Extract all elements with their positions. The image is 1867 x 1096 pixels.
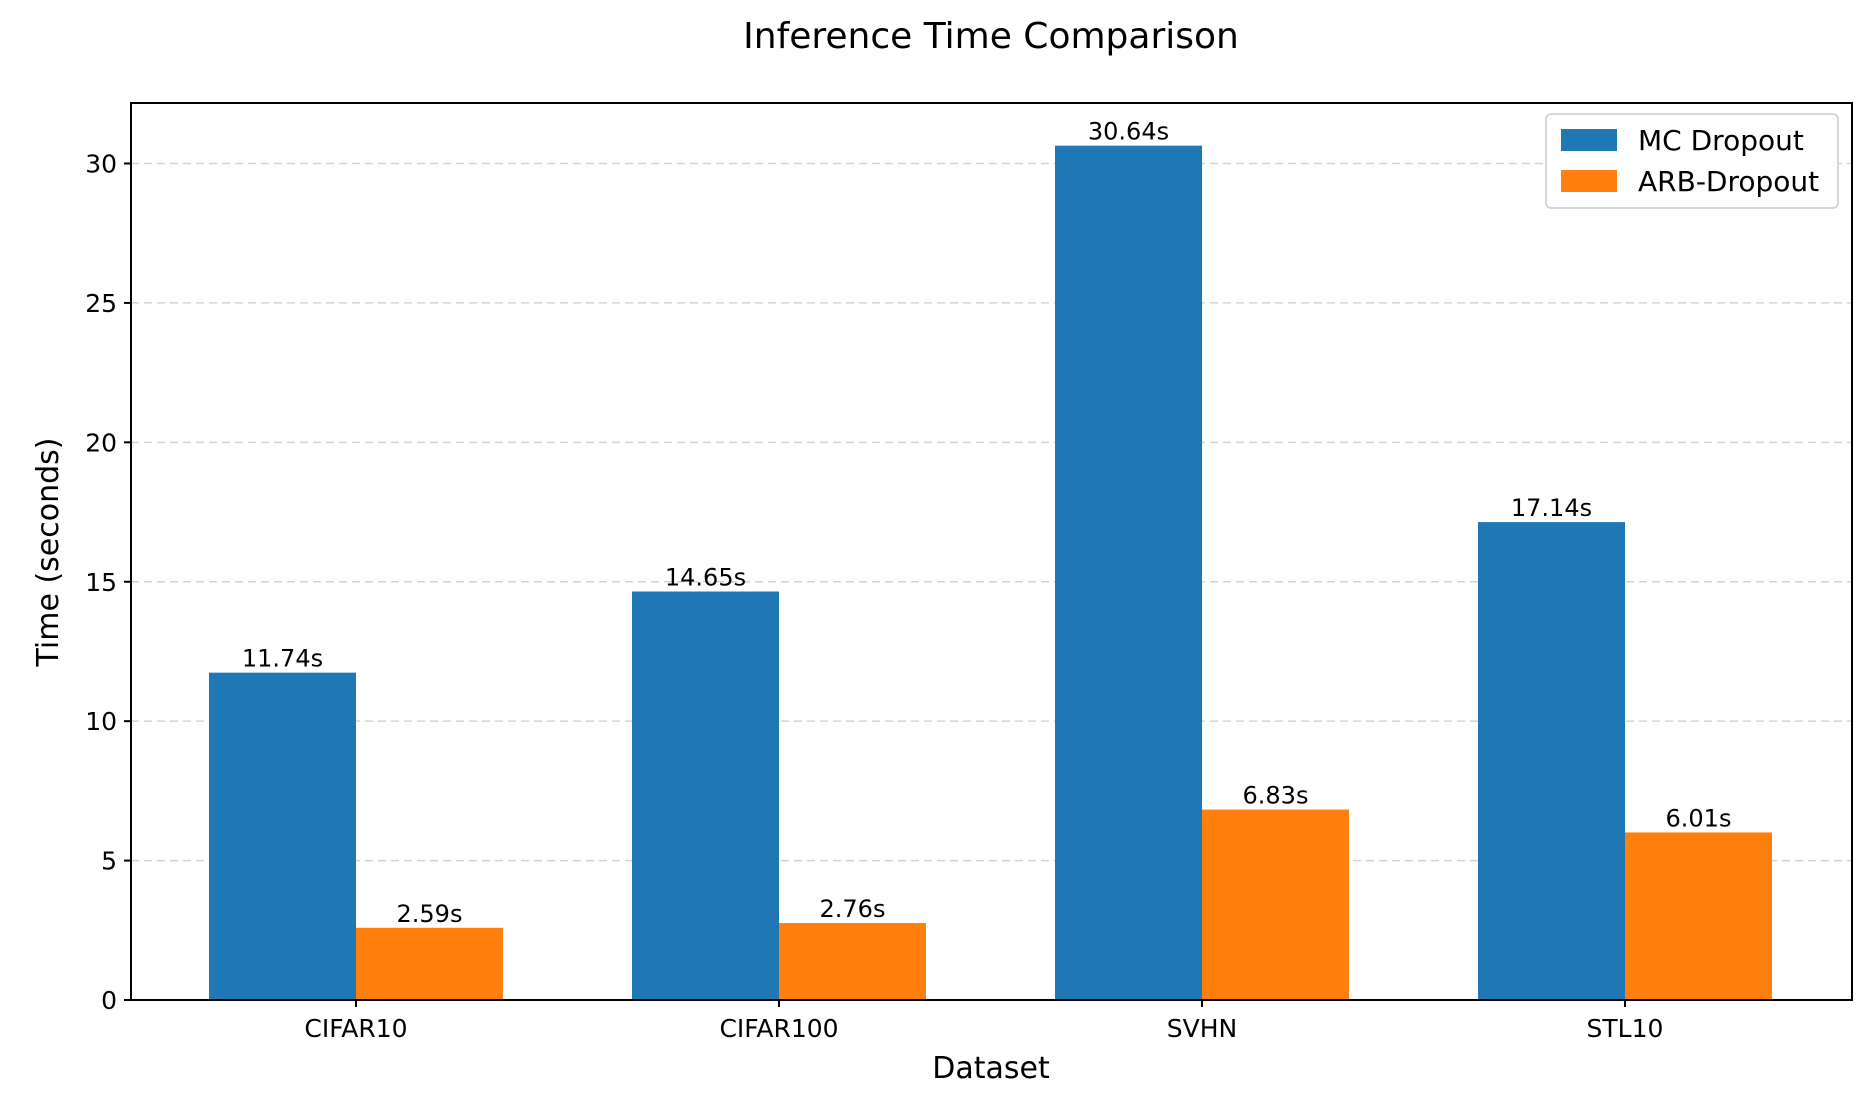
legend: MC Dropout ARB-Dropout (1545, 113, 1839, 209)
legend-label-arb-dropout: ARB-Dropout (1638, 165, 1819, 198)
bar-arb-dropout-stl10 (1625, 832, 1772, 1000)
y-tick-label-20: 20 (85, 428, 117, 457)
bar-mc-dropout-cifar10 (209, 672, 356, 1000)
data-label-arb-dropout-cifar10: 2.59s (397, 900, 463, 928)
chart-title: Inference Time Comparison (743, 16, 1239, 57)
bar-mc-dropout-stl10 (1478, 522, 1625, 1000)
data-label-arb-dropout-cifar100: 2.76s (820, 895, 886, 923)
data-label-mc-dropout-svhn: 30.64s (1088, 118, 1169, 146)
bars-layer (209, 145, 1772, 1000)
data-label-arb-dropout-stl10: 6.01s (1666, 804, 1732, 832)
bar-mc-dropout-svhn (1055, 145, 1202, 1000)
labels-layer: 11.74s 2.59s 14.65s 2.76s 30.64s 6.83s 17.14s 6… (242, 118, 1732, 928)
data-label-arb-dropout-svhn: 6.83s (1243, 782, 1309, 810)
bar-arb-dropout-svhn (1202, 809, 1349, 1000)
bar-arb-dropout-cifar100 (779, 923, 926, 1000)
legend-swatch-arb-dropout (1561, 170, 1617, 192)
data-label-mc-dropout-stl10: 17.14s (1511, 494, 1592, 522)
x-tick-label-stl10: STL10 (1587, 1014, 1664, 1043)
legend-box (1545, 113, 1839, 209)
bar-mc-dropout-cifar100 (632, 591, 779, 1000)
bar-arb-dropout-cifar10 (356, 927, 503, 1000)
x-tick-label-cifar100: CIFAR100 (719, 1014, 838, 1043)
y-tick-label-30: 30 (85, 150, 117, 179)
legend-label-mc-dropout: MC Dropout (1638, 124, 1804, 157)
y-tick-label-10: 10 (85, 707, 117, 736)
y-tick-label-25: 25 (85, 289, 117, 318)
plot-frame (130, 102, 1853, 1001)
y-tick-label-0: 0 (101, 986, 117, 1015)
x-tick-label-svhn: SVHN (1167, 1014, 1237, 1043)
y-tick-label-15: 15 (85, 568, 117, 597)
x-tick-label-cifar10: CIFAR10 (304, 1014, 407, 1043)
data-label-mc-dropout-cifar10: 11.74s (242, 645, 323, 673)
y-axis-label: Time (seconds) (31, 438, 66, 668)
legend-swatch-mc-dropout (1561, 129, 1617, 151)
y-tick-label-5: 5 (101, 847, 117, 876)
x-axis-label: Dataset (932, 1051, 1050, 1086)
x-axis: CIFAR10 CIFAR100 SVHN STL10 (304, 1000, 1663, 1043)
y-axis: 0 5 10 15 20 25 30 (85, 150, 131, 1015)
data-label-mc-dropout-cifar100: 14.65s (665, 564, 746, 592)
